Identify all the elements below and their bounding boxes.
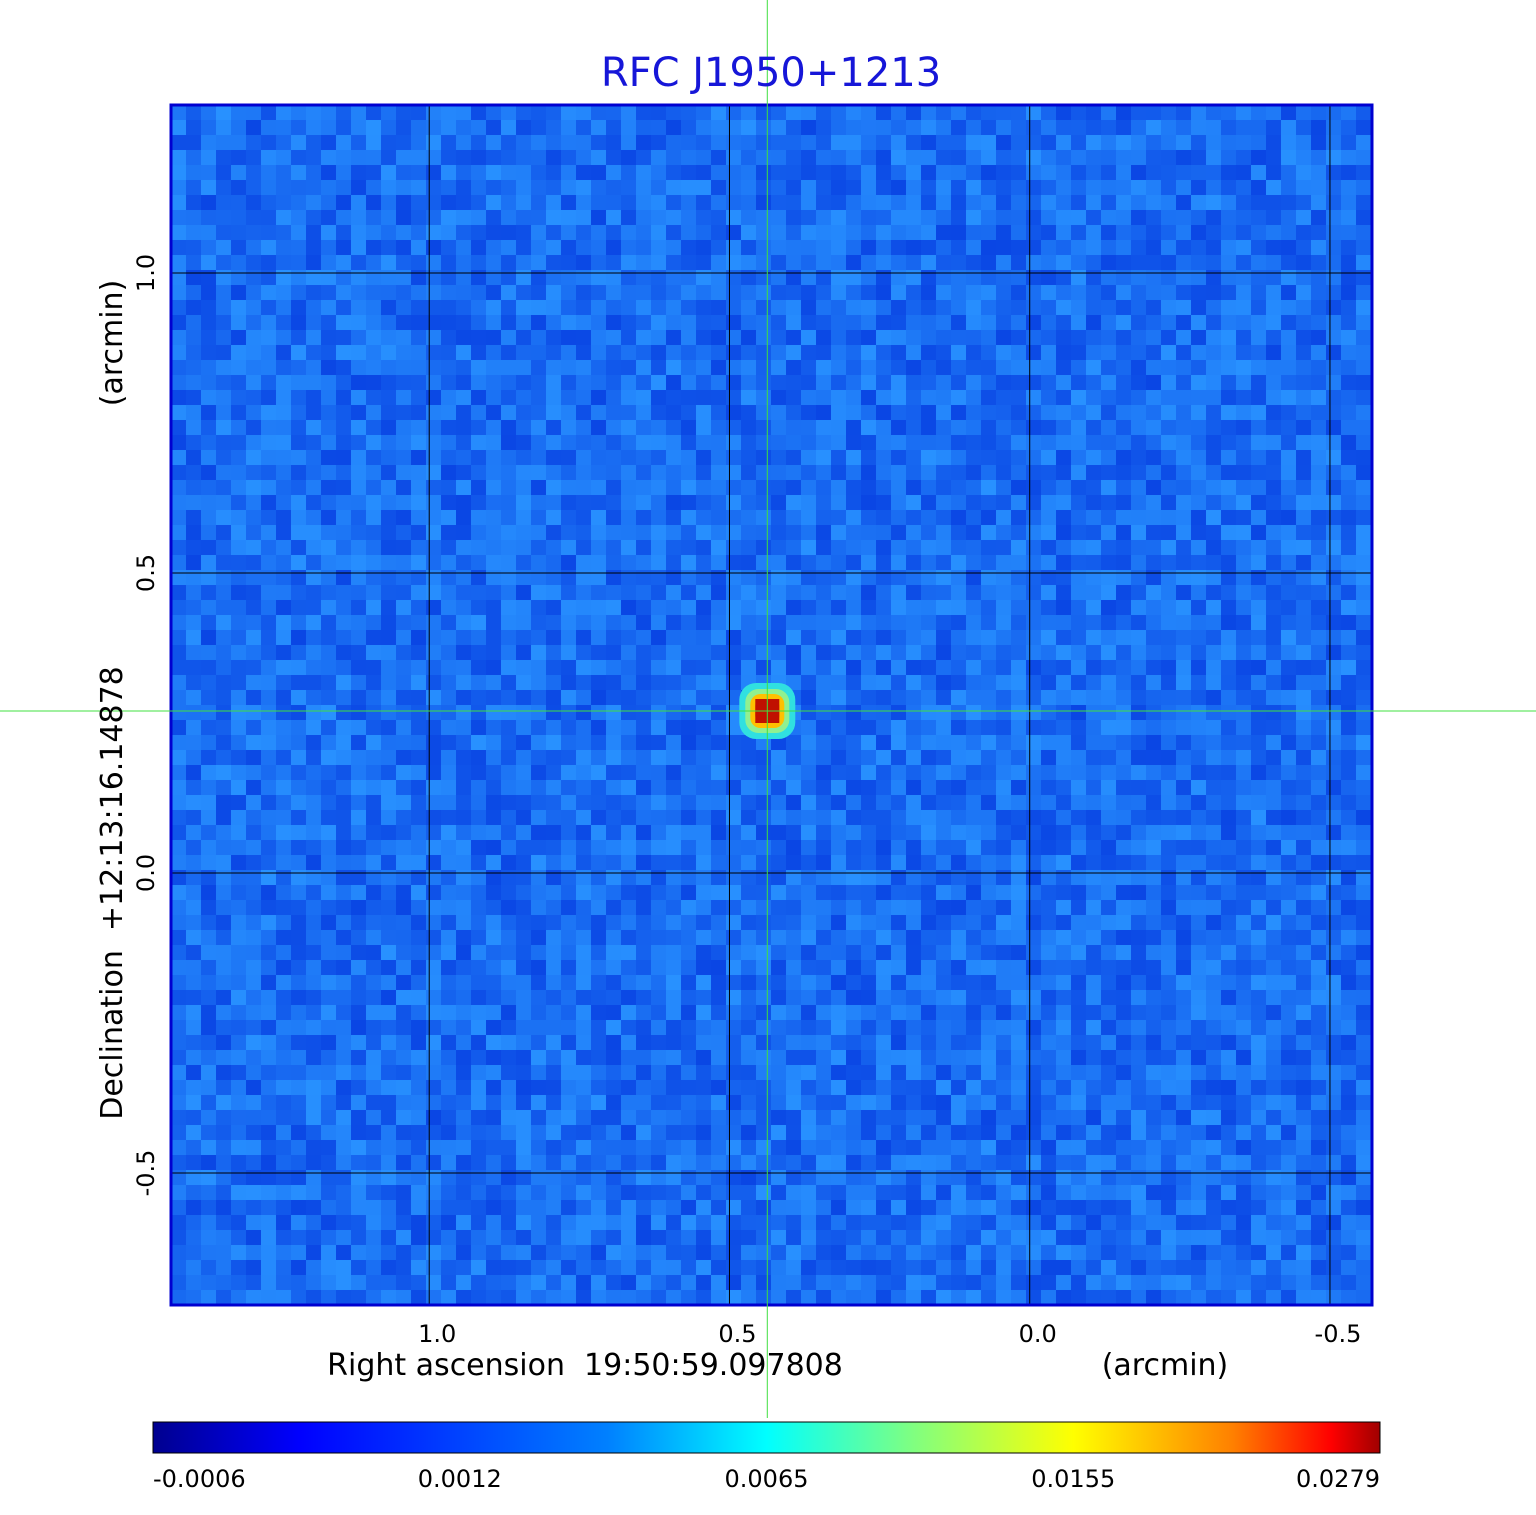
x-axis-label: Right ascension 19:50:59.097808 (327, 1348, 843, 1383)
x-tick-label: 0.5 (718, 1320, 756, 1348)
x-tick-label: -0.5 (1315, 1320, 1362, 1348)
colorbar (153, 1422, 1380, 1453)
y-axis-unit: (arcmin) (95, 280, 130, 407)
colorbar-tick-label: 0.0155 (1031, 1465, 1115, 1493)
chart-title: RFC J1950+1213 (601, 50, 941, 96)
colorbar-tick-label: 0.0012 (418, 1465, 502, 1493)
y-axis-label: Declination +12:13:16.14878 (95, 666, 130, 1120)
colorbar-tick-label: 0.0279 (1296, 1465, 1380, 1493)
colorbar-tick-label: 0.0065 (725, 1465, 809, 1493)
y-tick-label: 1.0 (132, 254, 160, 292)
x-tick-label: 0.0 (1019, 1320, 1057, 1348)
x-tick-label: 1.0 (418, 1320, 456, 1348)
y-tick-label: -0.5 (132, 1150, 160, 1197)
y-tick-label: 0.0 (132, 854, 160, 892)
x-axis-unit: (arcmin) (1102, 1348, 1229, 1383)
y-tick-label: 0.5 (132, 554, 160, 592)
colorbar-tick-label: -0.0006 (153, 1465, 246, 1493)
